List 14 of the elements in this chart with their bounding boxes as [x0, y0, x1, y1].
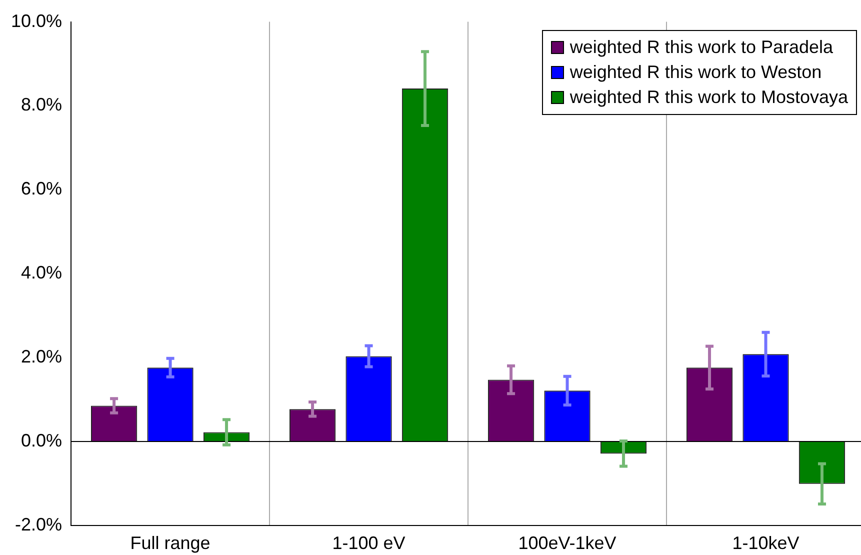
legend-label: weighted R this work to Paradela: [570, 36, 834, 59]
x-tick-label: 1-10keV: [732, 533, 800, 554]
y-tick-label: 6.0%: [21, 178, 62, 199]
y-tick-label: -2.0%: [15, 514, 62, 534]
legend-label: weighted R this work to Mostovaya: [570, 86, 848, 109]
y-tick-label: 4.0%: [21, 262, 62, 283]
y-tick-label: 10.0%: [10, 10, 62, 31]
y-tick-label: 8.0%: [21, 94, 62, 115]
x-tick-label: Full range: [130, 533, 210, 554]
y-tick-label: 2.0%: [21, 346, 62, 366]
legend-label: weighted R this work to Weston: [570, 61, 822, 84]
x-tick-label: 100eV-1keV: [518, 533, 616, 554]
y-tick-label: 0.0%: [21, 430, 62, 450]
x-tick-label: 1-100 eV: [332, 533, 406, 554]
